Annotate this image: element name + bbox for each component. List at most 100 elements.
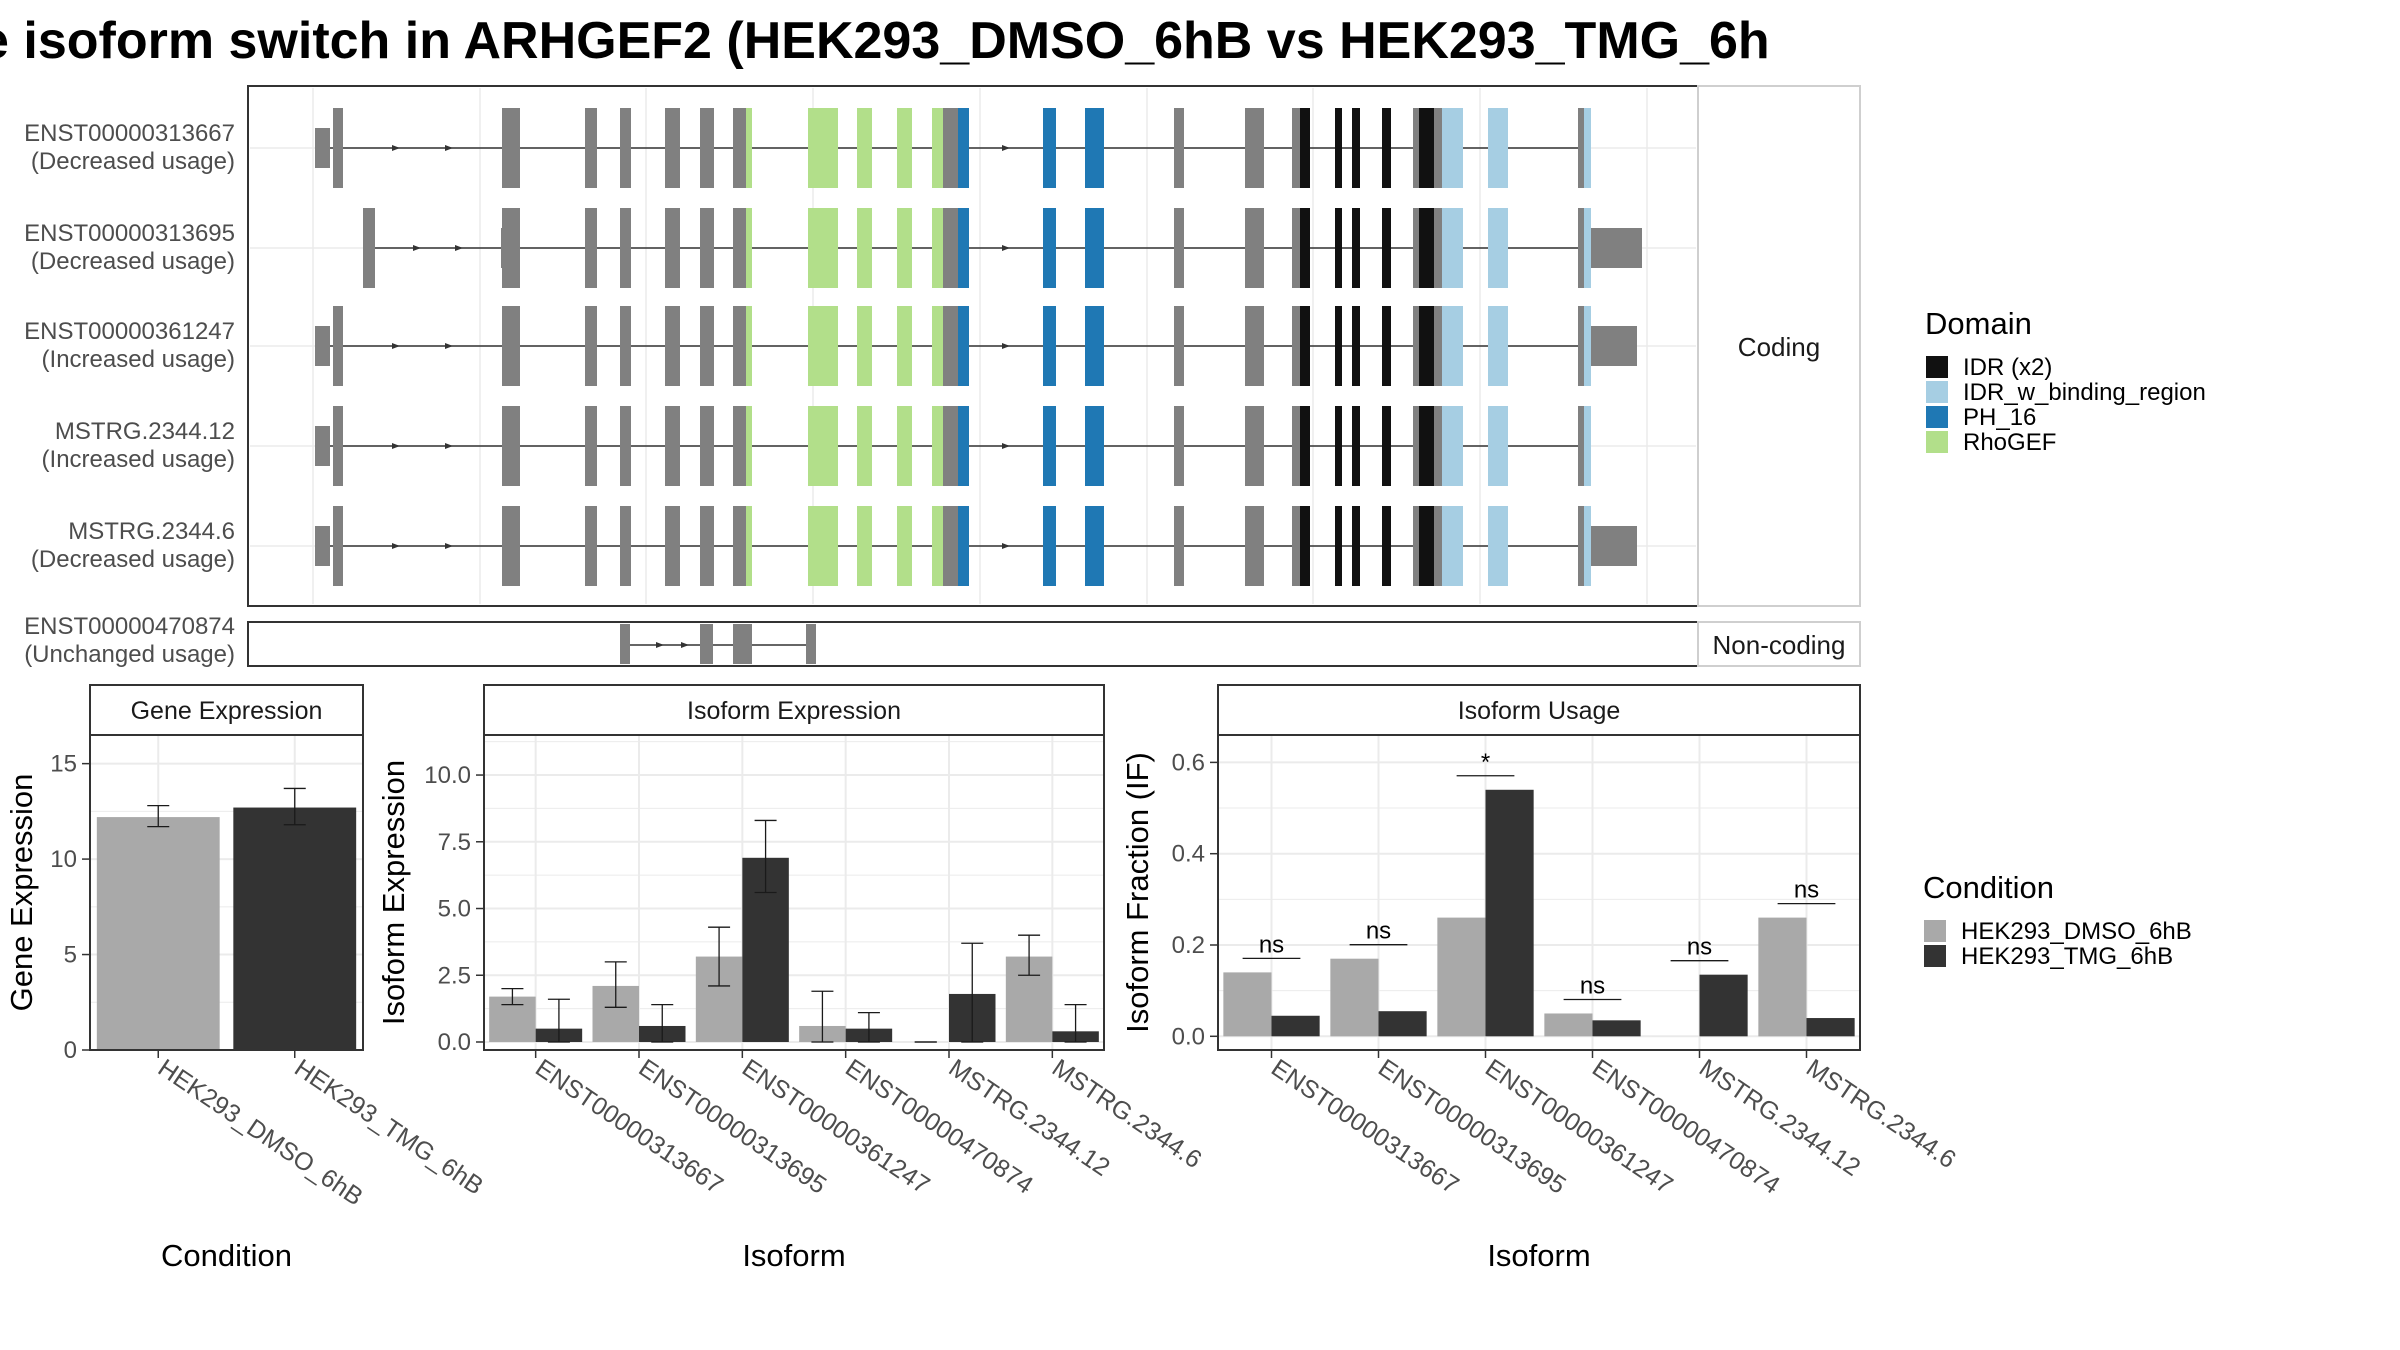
exon-block bbox=[1434, 306, 1442, 386]
exon-block bbox=[808, 108, 838, 188]
exon-block bbox=[806, 624, 816, 664]
noncoding-strip-label: Non-coding bbox=[1713, 630, 1846, 660]
exon-block bbox=[897, 306, 912, 386]
exon-block bbox=[700, 506, 714, 586]
exon-block bbox=[1434, 108, 1442, 188]
noncoding-strip bbox=[1697, 621, 1861, 667]
exon-block bbox=[1419, 108, 1434, 188]
exon-block bbox=[958, 306, 969, 386]
exon-block bbox=[1245, 108, 1264, 188]
exon-block bbox=[1382, 306, 1391, 386]
domain-legend-key bbox=[1926, 406, 1948, 428]
panel-border bbox=[89, 734, 364, 1051]
exon-block bbox=[1043, 108, 1056, 188]
exon-block bbox=[808, 208, 838, 288]
transcript-id: MSTRG.2344.6 bbox=[68, 518, 235, 545]
exon-block bbox=[1419, 208, 1434, 288]
exon-block bbox=[733, 108, 746, 188]
bar bbox=[1699, 974, 1748, 1037]
exon-block bbox=[1085, 306, 1104, 386]
exon-block bbox=[1335, 306, 1342, 386]
exon-block bbox=[808, 406, 838, 486]
exon-block bbox=[1043, 306, 1056, 386]
exon-block bbox=[932, 208, 943, 288]
exon-block bbox=[1335, 506, 1342, 586]
exon-block bbox=[1174, 306, 1184, 386]
exon-block bbox=[315, 128, 330, 168]
exon-block bbox=[1085, 406, 1104, 486]
exon-block bbox=[943, 306, 958, 386]
bar bbox=[1271, 1015, 1320, 1037]
gene-expression-chart: Gene ExpressionHEK293_DMSO_6hBHEK293_TMG… bbox=[4, 684, 488, 1273]
exon-block bbox=[315, 526, 330, 566]
y-tick-label: 0.0 bbox=[438, 1029, 471, 1056]
facet-strip bbox=[483, 684, 1105, 736]
exon-block bbox=[1335, 406, 1342, 486]
significance-label: * bbox=[1481, 749, 1490, 776]
error-bar bbox=[811, 990, 834, 1043]
exon-block bbox=[1578, 406, 1584, 486]
exon-block bbox=[585, 406, 597, 486]
exon-block bbox=[1578, 306, 1584, 386]
strand-arrow bbox=[1002, 343, 1010, 349]
transcript-row bbox=[315, 506, 1637, 586]
strand-arrow bbox=[1002, 543, 1010, 549]
exon-block bbox=[1578, 208, 1584, 288]
coding-strip-label: Coding bbox=[1738, 332, 1820, 362]
plot-panel bbox=[484, 735, 1104, 1050]
bar bbox=[1544, 1013, 1593, 1037]
exon-block bbox=[1245, 406, 1264, 486]
condition-legend-key bbox=[1924, 920, 1946, 942]
bar bbox=[1806, 1018, 1855, 1037]
error-bar bbox=[651, 1003, 674, 1043]
exon-block bbox=[1292, 306, 1300, 386]
exon-block bbox=[333, 306, 343, 386]
exon-block bbox=[665, 506, 680, 586]
transcript-models bbox=[315, 108, 1642, 664]
strand-arrow bbox=[445, 145, 453, 151]
exon-block bbox=[700, 108, 714, 188]
transcript-usage: (Decreased usage) bbox=[31, 148, 235, 175]
exon-block bbox=[333, 108, 343, 188]
error-bar bbox=[708, 926, 731, 987]
strand-arrow bbox=[413, 245, 421, 251]
exon-block bbox=[1300, 506, 1310, 586]
exon-block bbox=[1382, 208, 1391, 288]
exon-block bbox=[1300, 108, 1310, 188]
exon-block bbox=[1292, 506, 1300, 586]
exon-block bbox=[315, 326, 330, 366]
noncoding-panel bbox=[247, 621, 1699, 667]
transcript-row bbox=[363, 208, 1642, 288]
exon-block bbox=[746, 306, 752, 386]
y-tick-label: 0.2 bbox=[1172, 932, 1205, 959]
exon-block bbox=[1591, 228, 1642, 268]
exon-block bbox=[1434, 208, 1442, 288]
exon-block bbox=[733, 406, 746, 486]
exon-block bbox=[665, 208, 680, 288]
transcript-id: ENST00000470874 bbox=[24, 613, 235, 640]
exon-block bbox=[665, 406, 680, 486]
exon-block bbox=[1442, 306, 1463, 386]
strand-arrow bbox=[1002, 245, 1010, 251]
exon-block bbox=[1174, 406, 1184, 486]
exon-block bbox=[1578, 506, 1584, 586]
exon-block bbox=[808, 506, 838, 586]
exon-block bbox=[958, 108, 969, 188]
exon-block bbox=[1382, 406, 1391, 486]
exon-block bbox=[502, 406, 520, 486]
domain-legend: Domain IDR (x2)IDR_w_binding_regionPH_16… bbox=[1925, 306, 2206, 456]
strand-arrow bbox=[445, 443, 453, 449]
error-bar bbox=[547, 998, 570, 1043]
exon-block bbox=[620, 108, 631, 188]
exon-block bbox=[502, 208, 520, 288]
strand-arrow bbox=[392, 543, 400, 549]
strand-arrow bbox=[656, 642, 664, 648]
y-axis-title: Isoform Expression bbox=[376, 760, 411, 1025]
x-tick-label: ENST00000470874 bbox=[1587, 1054, 1785, 1200]
y-tick-label: 0.6 bbox=[1172, 749, 1205, 776]
exon-block bbox=[733, 306, 746, 386]
domain-legend-key bbox=[1926, 356, 1948, 378]
exon-block bbox=[620, 406, 631, 486]
exon-block bbox=[1292, 406, 1300, 486]
